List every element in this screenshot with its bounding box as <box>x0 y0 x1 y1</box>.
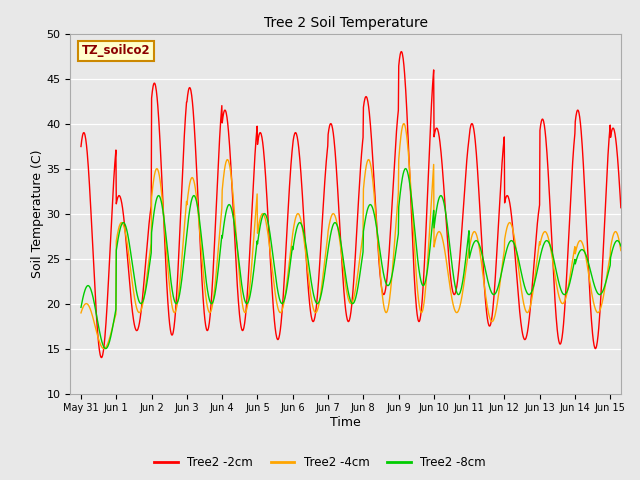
Tree2 -4cm <box>635 297 640 303</box>
Tree2 -4cm <box>339 256 346 262</box>
Title: Tree 2 Soil Temperature: Tree 2 Soil Temperature <box>264 16 428 30</box>
Tree2 -8cm <box>166 267 173 273</box>
Tree2 -8cm <box>102 346 109 351</box>
Tree2 -2cm <box>77 144 85 149</box>
Legend: Tree2 -2cm, Tree2 -4cm, Tree2 -8cm: Tree2 -2cm, Tree2 -4cm, Tree2 -8cm <box>149 452 491 474</box>
Tree2 -2cm <box>339 262 346 268</box>
Line: Tree2 -8cm: Tree2 -8cm <box>81 168 640 348</box>
Tree2 -8cm <box>580 248 588 253</box>
Tree2 -8cm <box>497 273 505 278</box>
Tree2 -4cm <box>349 298 356 304</box>
X-axis label: Time: Time <box>330 416 361 429</box>
Tree2 -4cm <box>166 284 173 290</box>
Tree2 -2cm <box>166 321 173 327</box>
Tree2 -4cm <box>580 244 588 250</box>
Tree2 -8cm <box>349 300 356 306</box>
Y-axis label: Soil Temperature (C): Soil Temperature (C) <box>31 149 44 278</box>
Tree2 -8cm <box>77 304 85 310</box>
Tree2 -8cm <box>635 285 640 291</box>
Line: Tree2 -4cm: Tree2 -4cm <box>81 124 640 348</box>
Tree2 -2cm <box>497 177 505 182</box>
Line: Tree2 -2cm: Tree2 -2cm <box>81 52 640 358</box>
Tree2 -4cm <box>77 310 85 316</box>
Text: TZ_soilco2: TZ_soilco2 <box>81 44 150 58</box>
Tree2 -2cm <box>635 233 640 239</box>
Tree2 -8cm <box>402 166 410 171</box>
Tree2 -4cm <box>400 121 408 127</box>
Tree2 -2cm <box>397 49 405 55</box>
Tree2 -2cm <box>580 168 588 174</box>
Tree2 -2cm <box>98 355 106 360</box>
Tree2 -8cm <box>339 248 346 253</box>
Tree2 -4cm <box>497 273 505 278</box>
Tree2 -2cm <box>349 290 356 296</box>
Tree2 -4cm <box>100 346 108 351</box>
